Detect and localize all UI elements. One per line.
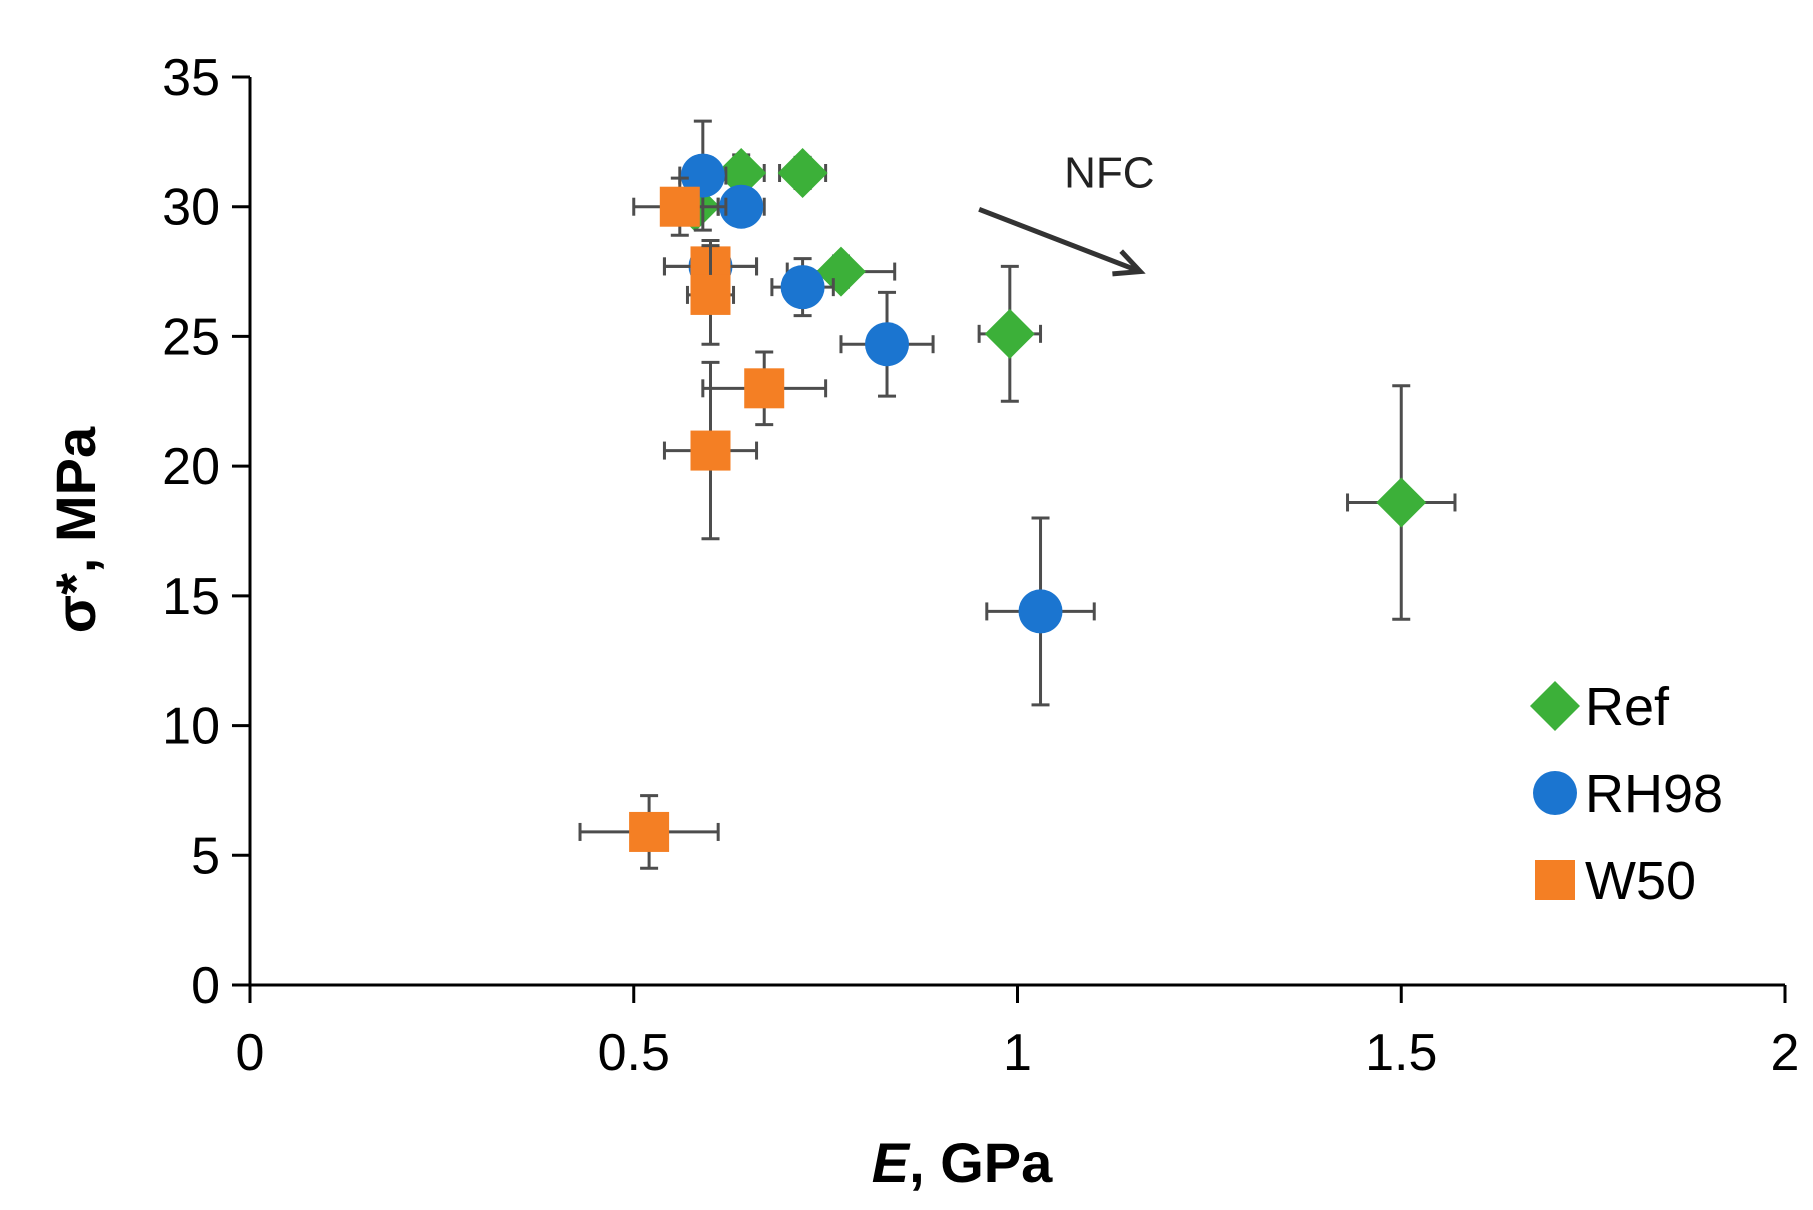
data-point-ref — [777, 147, 828, 198]
data-point-rh98 — [680, 153, 725, 198]
data-point-w50 — [629, 811, 670, 852]
legend-marker-ref — [1530, 681, 1580, 731]
legend-item-w50: W50 — [1535, 851, 1696, 911]
nfc-arrow-head — [1112, 249, 1146, 277]
data-point-ref — [984, 308, 1035, 359]
y-tick-label: 35 — [162, 49, 220, 107]
data-point-ref — [1376, 477, 1427, 528]
x-tick-label: 0.5 — [598, 1024, 670, 1082]
y-tick-label: 10 — [162, 698, 220, 756]
data-point-w50 — [659, 186, 700, 227]
nfc-annotation-label: NFC — [1064, 148, 1154, 197]
legend-label: RH98 — [1585, 764, 1723, 824]
legend-item-ref: Ref — [1530, 677, 1670, 737]
legend-item-rh98: RH98 — [1533, 764, 1723, 824]
legend-marker-w50 — [1535, 860, 1575, 900]
data-point-ref — [815, 246, 866, 297]
series-ref — [670, 147, 1457, 621]
series-rh98 — [662, 119, 1096, 707]
y-tick-label: 25 — [162, 308, 220, 366]
axes — [248, 77, 1785, 987]
y-axis-title: σ*, MPa — [44, 426, 107, 633]
y-tick-label: 0 — [191, 957, 220, 1015]
legend: Ref RH98 W50 — [1530, 677, 1723, 911]
nfc-annotation: NFC — [978, 148, 1155, 277]
data-point-rh98 — [780, 265, 825, 310]
series-w50 — [578, 176, 828, 870]
legend-label: Ref — [1585, 677, 1670, 737]
y-tick-label: 5 — [191, 827, 220, 885]
x-tick-label: 1.5 — [1365, 1024, 1437, 1082]
data-points — [578, 119, 1457, 870]
ticks: 0 5 10 15 20 25 30 35 0 0.5 1 1.5 2 — [162, 49, 1799, 1082]
data-point-ref — [716, 147, 767, 198]
data-point-rh98 — [1018, 589, 1063, 634]
legend-marker-rh98 — [1533, 771, 1577, 815]
nfc-arrow-line — [978, 206, 1142, 274]
data-point-w50 — [690, 274, 731, 315]
legend-label: W50 — [1585, 851, 1696, 911]
y-tick-label: 20 — [162, 438, 220, 496]
x-tick-label: 2 — [1771, 1024, 1800, 1082]
x-axis-title-unit: , GPa — [909, 1131, 1053, 1194]
x-axis-title: E, GPa — [872, 1131, 1053, 1194]
y-tick-label: 15 — [162, 568, 220, 626]
y-tick-label: 30 — [162, 179, 220, 237]
x-axis-title-symbol: E — [872, 1131, 911, 1194]
data-point-w50 — [744, 368, 785, 409]
x-tick-label: 0 — [236, 1024, 265, 1082]
data-point-rh98 — [719, 184, 764, 229]
data-point-rh98 — [865, 322, 910, 367]
x-tick-label: 1 — [1003, 1024, 1032, 1082]
data-point-w50 — [690, 430, 731, 471]
